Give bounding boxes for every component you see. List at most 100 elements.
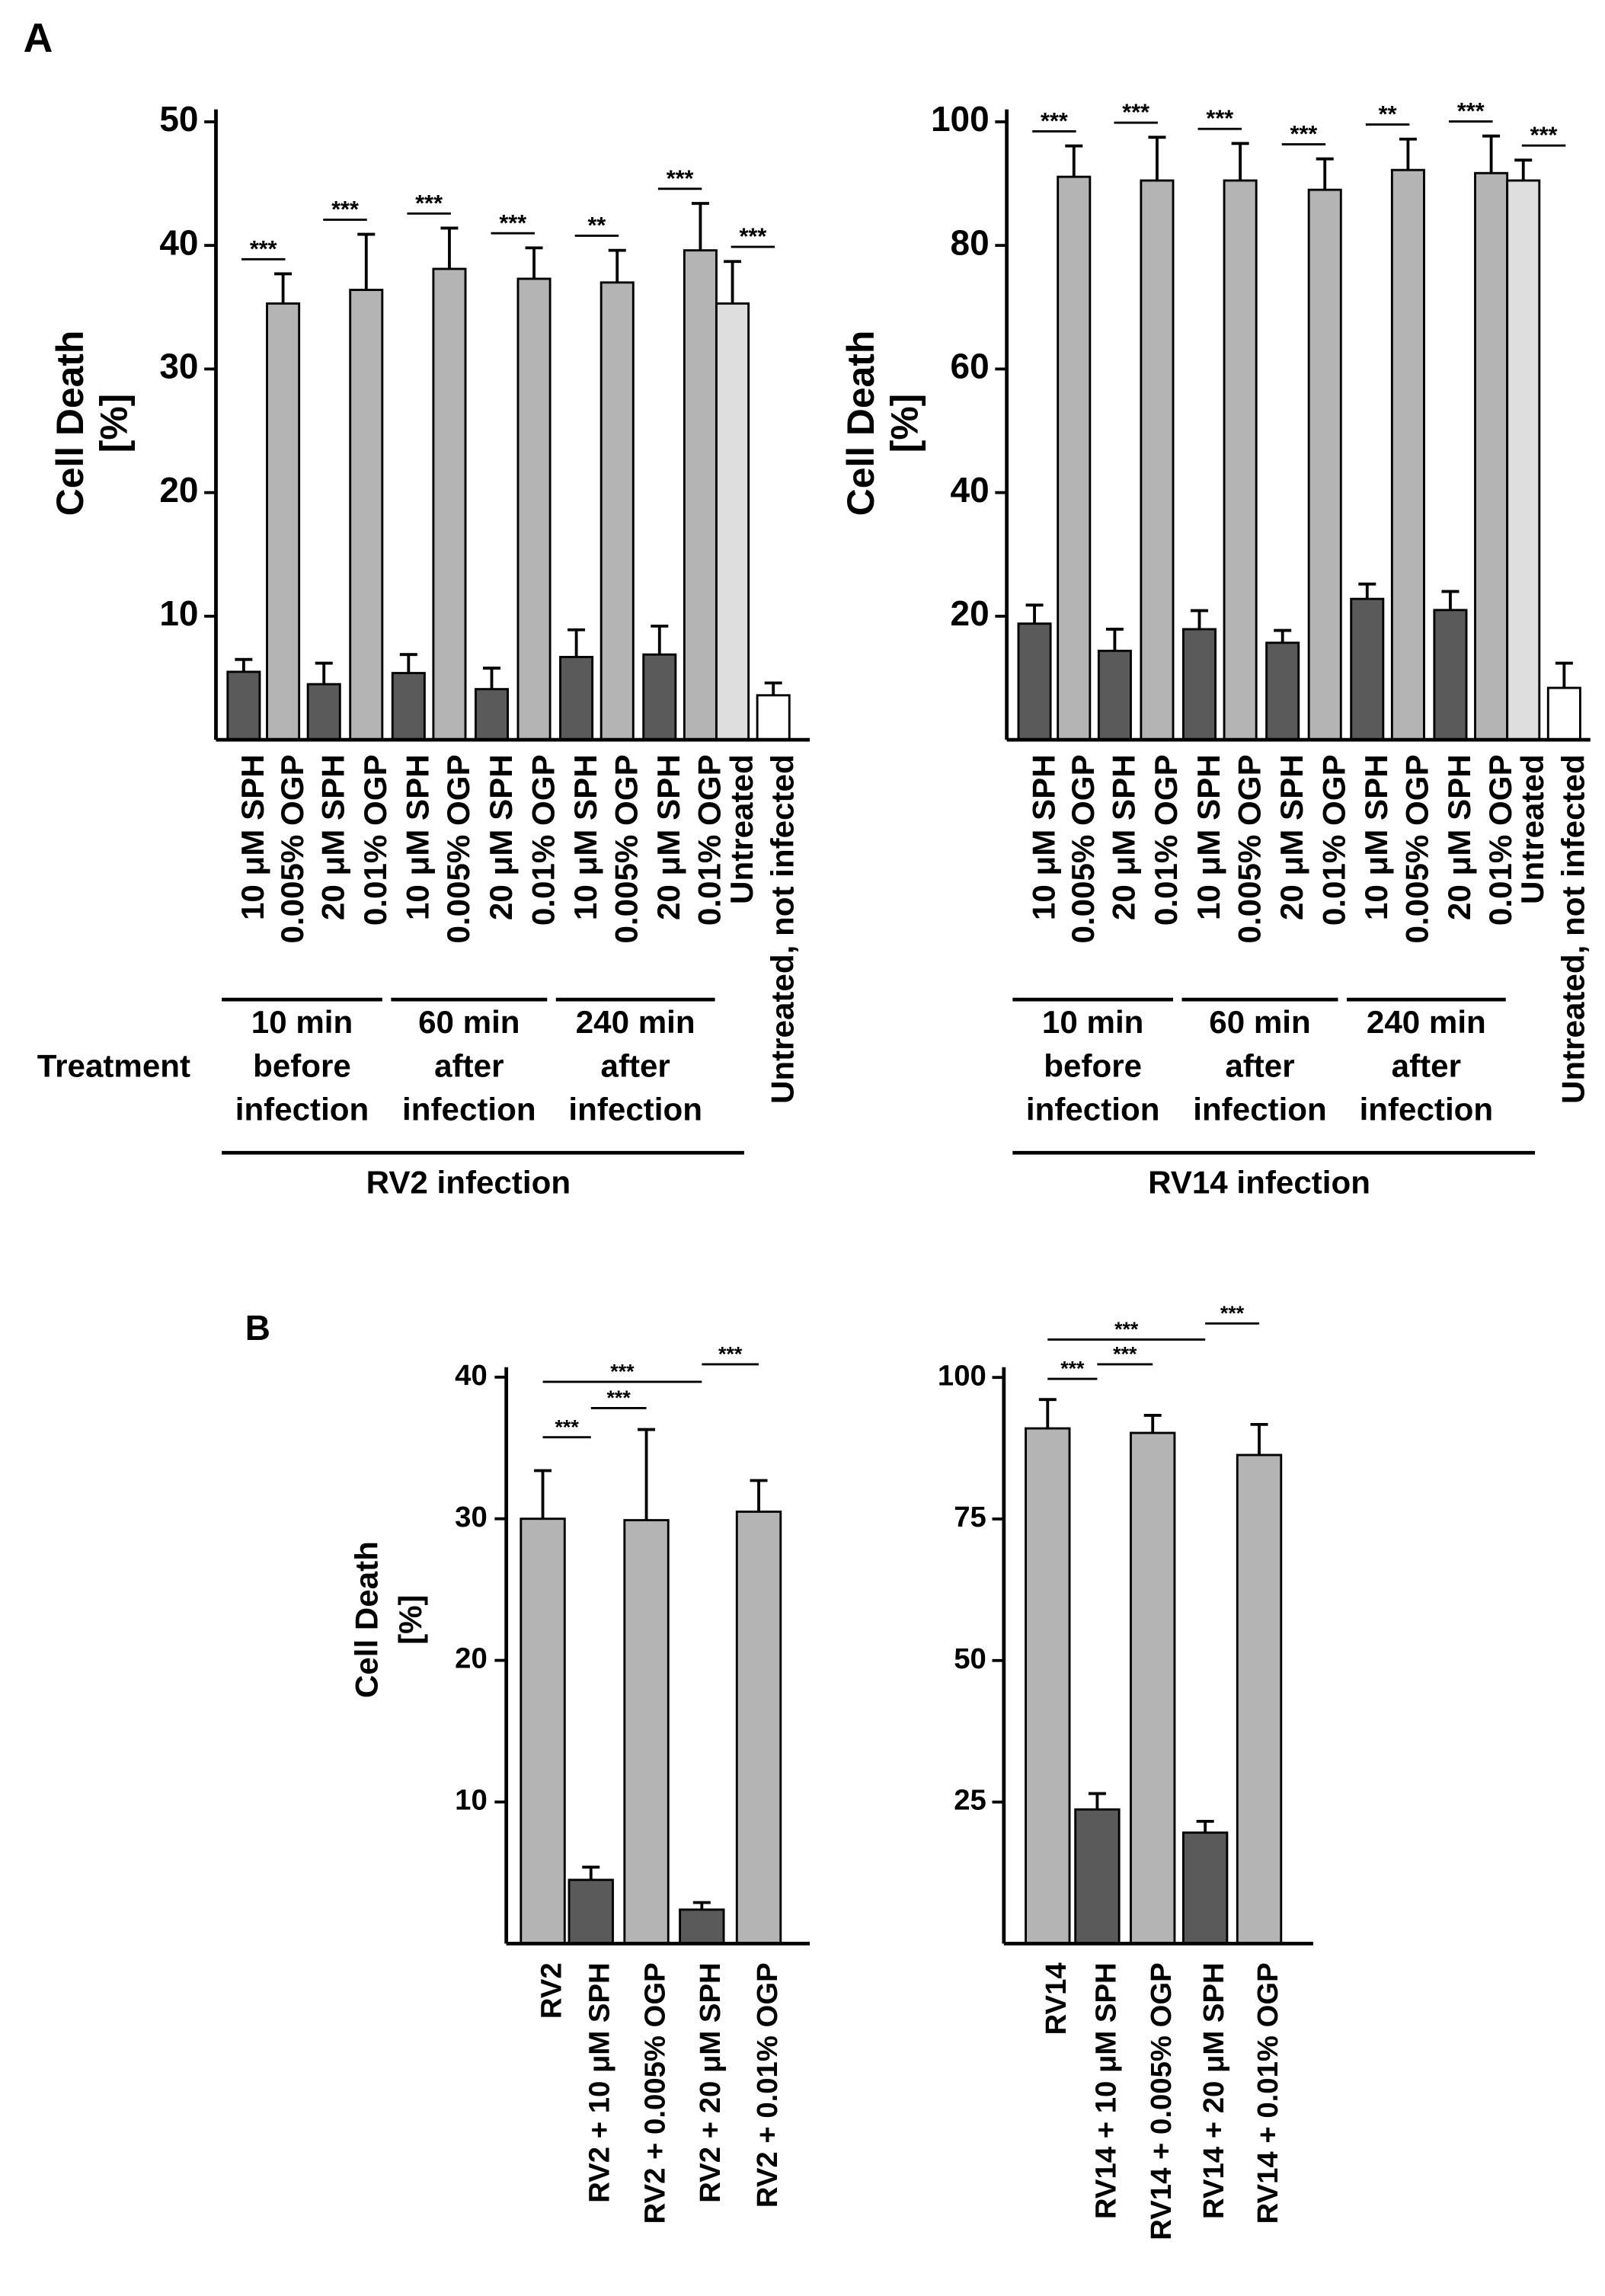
x-tick-label: 0.005% OGP	[609, 754, 644, 943]
significance-label: ***	[250, 236, 277, 262]
y-tick-label: 50	[159, 99, 198, 139]
significance-label: ***	[331, 197, 359, 222]
significance-label: ***	[1122, 100, 1149, 126]
error-bar	[1196, 1819, 1214, 1833]
error-bar	[1088, 1792, 1106, 1810]
error-bar	[764, 681, 782, 696]
x-tick-label: 10 μM SPH	[1025, 754, 1061, 920]
bar	[1057, 175, 1092, 741]
y-axis-label: Cell Death	[49, 331, 91, 516]
error-bar	[1399, 137, 1417, 171]
y-tick-label: 40	[951, 470, 990, 510]
y-axis-label: Cell Death	[839, 331, 882, 516]
y-tick-label: 40	[159, 222, 198, 262]
bar	[306, 683, 341, 741]
x-tick-label: 10 μM SPH	[1358, 754, 1394, 920]
y-tick-label: 50	[954, 1642, 986, 1675]
error-bar	[1143, 1414, 1162, 1434]
bar	[1017, 622, 1052, 741]
error-bar	[1191, 609, 1208, 629]
bar	[432, 267, 467, 741]
significance-label: ***	[1114, 1318, 1139, 1341]
group-label: 60 min	[418, 1004, 520, 1040]
bar	[1130, 1431, 1176, 1945]
x-tick-label: 0.01% OGP	[525, 754, 561, 926]
x-tick-label: RV14 + 10 μM SPH	[1089, 1962, 1122, 2219]
error-bar	[399, 653, 417, 673]
error-bar	[651, 624, 669, 655]
x-tick-label: 20 μM SPH	[315, 754, 351, 920]
bar	[1506, 179, 1541, 741]
bar	[735, 1510, 782, 1945]
error-bar	[1148, 136, 1166, 181]
error-bar	[315, 661, 333, 685]
x-tick-label: 0.01% OGP	[1148, 754, 1184, 926]
x-tick-label: RV14	[1040, 1962, 1073, 2035]
error-bar	[691, 202, 709, 251]
bar	[1307, 188, 1342, 741]
bar	[683, 249, 718, 741]
significance-label: ***	[1530, 123, 1558, 149]
group-label: infection	[1193, 1092, 1327, 1127]
y-tick-label: 40	[455, 1359, 488, 1392]
x-tick-label: Untreated, not infected	[1555, 754, 1591, 1104]
x-axis-label: RV2 infection	[366, 1164, 571, 1200]
error-bar	[1231, 142, 1249, 181]
y-tick-label: 30	[159, 347, 198, 386]
error-bar	[440, 226, 459, 269]
x-tick-label: 20 μM SPH	[1441, 754, 1477, 920]
row-label: Treatment	[37, 1047, 190, 1083]
bar	[1433, 609, 1468, 741]
x-tick-label: RV2	[535, 1962, 568, 2019]
x-tick-label: RV2 + 20 μM SPH	[694, 1962, 727, 2202]
bar	[623, 1519, 670, 1945]
error-bar	[1316, 157, 1334, 190]
y-axis-label: [%]	[884, 394, 926, 452]
significance-label: ***	[739, 224, 766, 250]
x-tick-label: 10 μM SPH	[568, 754, 603, 920]
bar	[1236, 1453, 1283, 1945]
group-label: before	[1044, 1047, 1142, 1083]
x-tick-label: 0.005% OGP	[1231, 754, 1267, 943]
significance-label: ***	[718, 1343, 743, 1366]
group-label: after	[1225, 1047, 1294, 1083]
error-bar	[608, 248, 626, 283]
error-bar	[1358, 582, 1376, 600]
bar	[1140, 179, 1175, 741]
significance-label: ***	[1206, 106, 1233, 132]
significance-label: ***	[1041, 108, 1068, 134]
significance-label: ***	[1060, 1357, 1085, 1380]
x-tick-label: Untreated, not infected	[764, 754, 800, 1104]
y-tick-label: 25	[954, 1784, 986, 1817]
panel-label: B	[245, 1308, 270, 1348]
y-axis-label: [%]	[92, 394, 135, 452]
error-bar	[750, 1479, 768, 1512]
error-bar	[525, 246, 543, 279]
error-bar	[1441, 590, 1460, 610]
y-tick-label: 30	[455, 1501, 488, 1533]
significance-label: **	[587, 213, 606, 238]
group-label: after	[601, 1047, 670, 1083]
bar	[642, 653, 677, 741]
group-label: infection	[568, 1092, 702, 1127]
error-bar	[724, 260, 742, 304]
group-label: after	[434, 1047, 504, 1083]
x-tick-label: 0.01% OGP	[692, 754, 727, 926]
bar	[349, 289, 384, 741]
significance-label: ***	[667, 165, 694, 191]
error-bar	[1065, 144, 1083, 177]
bar	[599, 281, 635, 741]
x-tick-label: 0.005% OGP	[1065, 754, 1101, 943]
error-bar	[1555, 661, 1573, 689]
x-tick-label: RV2 + 0.005% OGP	[638, 1962, 671, 2224]
error-bar	[357, 232, 376, 290]
group-label: 240 min	[576, 1004, 695, 1040]
error-bar	[568, 628, 586, 657]
bar	[1546, 686, 1581, 741]
y-axis-label: Cell Death	[349, 1541, 385, 1698]
x-tick-label: RV14 + 20 μM SPH	[1197, 1962, 1230, 2219]
bar	[1181, 1831, 1229, 1945]
error-bar	[1482, 134, 1501, 174]
error-bar	[534, 1469, 552, 1519]
